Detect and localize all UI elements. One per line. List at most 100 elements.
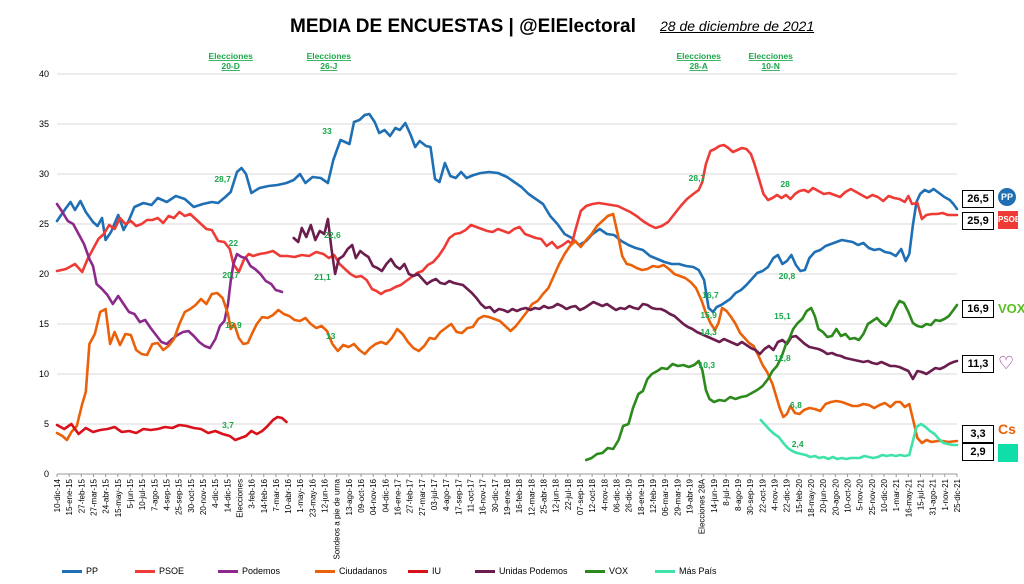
x-tick-label: Elecciones 28A bbox=[698, 478, 707, 534]
y-tick-label: 10 bbox=[39, 369, 49, 379]
final-value-m-s-pa-s: 2,9 bbox=[962, 443, 994, 461]
legend-label: PP bbox=[86, 566, 99, 576]
data-label: 20,7 bbox=[222, 270, 239, 280]
podemos-heart-logo: ♡ bbox=[998, 353, 1015, 373]
legend-item: PSOE bbox=[135, 566, 184, 576]
x-tick-label: 12-jun-16 bbox=[321, 478, 330, 512]
x-tick-label: 19-abr-19 bbox=[685, 478, 694, 513]
x-tick-label: 10-dic-20 bbox=[880, 478, 889, 512]
data-label: 22,6 bbox=[324, 230, 341, 240]
x-tick-label: 16-nov-17 bbox=[479, 478, 488, 515]
event-label: 28-A bbox=[689, 61, 707, 71]
data-label: 10,3 bbox=[699, 360, 716, 370]
x-tick-label: 18-may-20 bbox=[807, 478, 816, 517]
y-tick-label: 40 bbox=[39, 69, 49, 79]
x-tick-label: 10-jul-15 bbox=[138, 478, 147, 510]
legend-label: Más País bbox=[679, 566, 717, 576]
y-axis-ticks: 0 5 10 15 20 25 30 35 40 bbox=[39, 69, 49, 479]
x-tick-label: 26-dic-19 bbox=[625, 478, 634, 512]
x-tick-label: 20-jun-20 bbox=[819, 478, 828, 512]
x-tick-label: 11-oct-17 bbox=[467, 478, 476, 512]
data-label: 22 bbox=[229, 238, 239, 248]
legend-label: IU bbox=[432, 566, 441, 576]
x-tick-label: 09-oct-16 bbox=[357, 478, 366, 512]
x-tick-label: 23-may-16 bbox=[308, 478, 317, 517]
final-value-psoe: 25,9 bbox=[962, 212, 994, 230]
cs-logo: Cs bbox=[998, 421, 1016, 437]
x-tick-label: 14-feb-16 bbox=[260, 478, 269, 513]
x-tick-label: 18-ene-19 bbox=[637, 478, 646, 515]
x-tick-label: 16-ene-17 bbox=[394, 478, 403, 515]
legend-item: Podemos bbox=[218, 566, 280, 576]
series-line-iu bbox=[55, 415, 288, 442]
event-label: 20-D bbox=[221, 61, 239, 71]
x-tick-label: 12-mar-18 bbox=[527, 478, 536, 515]
series-line-podemos bbox=[55, 202, 284, 350]
x-tick-label: 7-mar-16 bbox=[272, 478, 281, 511]
legend-swatch bbox=[585, 569, 605, 573]
series-line-pp bbox=[55, 112, 959, 314]
data-label: 20,8 bbox=[779, 271, 796, 281]
data-label: 21,1 bbox=[314, 272, 331, 282]
x-tick-label: 4-ago-17 bbox=[442, 478, 451, 511]
x-tick-label: 15-may-15 bbox=[114, 478, 123, 517]
x-tick-label: 5-nov-20 bbox=[856, 478, 865, 510]
x-tick-label: 19-ene-18 bbox=[503, 478, 512, 515]
legend-swatch bbox=[408, 569, 428, 573]
x-tick-label: 25-sep-15 bbox=[175, 478, 184, 515]
event-label: 10-N bbox=[761, 61, 779, 71]
x-tick-label: 16-may-21 bbox=[904, 478, 913, 517]
legend-item: VOX bbox=[585, 566, 628, 576]
event-label: Elecciones bbox=[676, 51, 721, 61]
x-tick-label: 22-oct-19 bbox=[758, 478, 767, 512]
data-label: 15,9 bbox=[700, 310, 717, 320]
x-tick-label: 31-ago-21 bbox=[929, 478, 938, 515]
x-tick-label: 7-ago-15 bbox=[150, 478, 159, 511]
x-tick-label: 20-nov-15 bbox=[199, 478, 208, 515]
legend-label: Unidas Podemos bbox=[499, 566, 568, 576]
data-label: 33 bbox=[322, 126, 332, 136]
x-tick-label: 24-abr-15 bbox=[102, 478, 111, 513]
data-label: 6,8 bbox=[790, 400, 802, 410]
y-tick-label: 0 bbox=[44, 469, 49, 479]
final-value-pp: 26,5 bbox=[962, 190, 994, 208]
legend-swatch bbox=[475, 569, 495, 573]
x-tick-label: 27-feb-17 bbox=[406, 478, 415, 513]
legend-item: IU bbox=[408, 566, 441, 576]
event-label: Elecciones bbox=[748, 51, 793, 61]
legend-swatch bbox=[315, 569, 335, 573]
x-tick-label: 10-dic-14 bbox=[53, 478, 62, 512]
x-tick-label: 25-abr-18 bbox=[539, 478, 548, 513]
x-tick-label: 8-jul-19 bbox=[722, 478, 731, 505]
x-tick-label: 25-dic-21 bbox=[953, 478, 962, 512]
legend-swatch bbox=[218, 569, 238, 573]
x-tick-label: 07-sep-18 bbox=[576, 478, 585, 515]
x-tick-label: 16-feb-18 bbox=[515, 478, 524, 513]
x-tick-label: 27-feb-15 bbox=[77, 478, 86, 513]
final-value-unidas-podemos: 11,3 bbox=[962, 355, 994, 373]
x-tick-label: 27-mar-15 bbox=[89, 478, 98, 515]
chart-date: 28 de diciembre de 2021 bbox=[660, 18, 815, 34]
x-tick-label: 4-sep-15 bbox=[162, 478, 171, 510]
legend-label: Podemos bbox=[242, 566, 281, 576]
x-tick-label: 12-jun-18 bbox=[552, 478, 561, 512]
series-line-vox bbox=[584, 299, 959, 462]
x-tick-label: 1-nov-21 bbox=[941, 478, 950, 510]
final-value-ciudadanos: 3,3 bbox=[962, 425, 994, 443]
y-tick-label: 30 bbox=[39, 169, 49, 179]
x-tick-label: 22-dic-19 bbox=[783, 478, 792, 512]
legend-item: Unidas Podemos bbox=[475, 566, 568, 576]
data-label: 28,7 bbox=[214, 174, 231, 184]
x-tick-label: 10-abr-16 bbox=[284, 478, 293, 513]
series-line-ciudadanos bbox=[55, 212, 959, 445]
grid-lines bbox=[57, 73, 957, 475]
y-tick-label: 35 bbox=[39, 119, 49, 129]
data-label: 14,3 bbox=[700, 327, 717, 337]
x-tick-label: 13-ago-16 bbox=[345, 478, 354, 515]
x-tick-label: 30-dic-17 bbox=[491, 478, 500, 512]
x-tick-label: 3-feb-16 bbox=[248, 478, 257, 508]
x-tick-label: 12-feb-19 bbox=[649, 478, 658, 513]
data-label: 13 bbox=[326, 331, 336, 341]
pp-logo: PP bbox=[998, 188, 1016, 206]
y-tick-label: 20 bbox=[39, 269, 49, 279]
